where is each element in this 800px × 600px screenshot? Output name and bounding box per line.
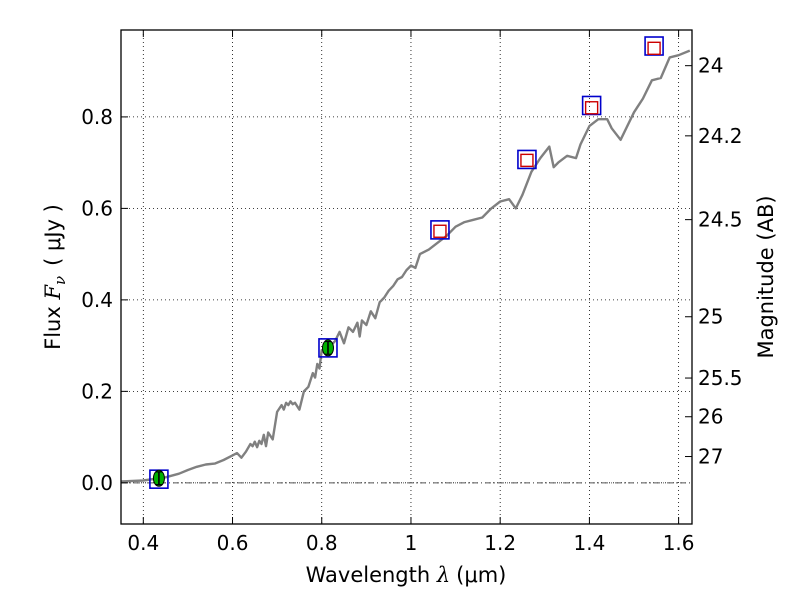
x-tick-label-0: 0.4 <box>127 531 159 555</box>
observed-photometry-point-2 <box>584 101 599 115</box>
plot-frame <box>120 29 693 525</box>
x-tick-label-2: 0.8 <box>306 531 338 555</box>
y-axis-label-subscript: ν <box>51 276 69 285</box>
grid <box>121 30 692 524</box>
observed-photometry-point-1 <box>520 153 534 168</box>
x-axis-label-prefix: Wavelength <box>306 563 437 587</box>
right-tick-label-5: 26 <box>698 405 723 429</box>
observed-photometry-point-3 <box>647 41 661 55</box>
x-tick-label-3: 1 <box>405 531 418 555</box>
x-axis-label: Wavelength λ (μm) <box>306 563 507 587</box>
x-tick-label-1: 0.6 <box>217 531 249 555</box>
y-axis-label: Flux Fν ( μJy ) <box>41 204 69 350</box>
model-photometry-point-5 <box>644 36 664 56</box>
y-axis-label-symbol: F <box>41 284 65 301</box>
x-axis-label-lambda: λ <box>436 563 450 587</box>
x-tick-label-5: 1.4 <box>573 531 605 555</box>
right-tick-label-1: 24.2 <box>698 124 743 148</box>
right-tick-label-4: 25.5 <box>698 366 743 390</box>
series-line-model-spectrum <box>120 49 691 483</box>
model-photometry-point-3 <box>517 149 537 170</box>
y-tick-label-0: 0.0 <box>81 471 113 495</box>
right-tick-label-3: 25 <box>698 305 723 329</box>
y-axis-label-prefix: Flux <box>41 300 65 350</box>
right-tick-label-0: 24 <box>698 54 723 78</box>
right-tick-label-6: 27 <box>698 445 723 469</box>
right-tick-label-2: 24.5 <box>698 208 743 232</box>
observed-photometry-point-0 <box>433 224 447 238</box>
x-axis-label-unit: (μm) <box>456 563 506 587</box>
y-tick-label-3: 0.6 <box>81 196 113 220</box>
y-axis-label-unit: ( μJy ) <box>41 204 65 266</box>
y-tick-label-2: 0.4 <box>81 288 113 312</box>
y-tick-label-1: 0.2 <box>81 379 113 403</box>
right-axis-label: Magnitude (AB) <box>754 195 778 358</box>
x-tick-label-6: 1.6 <box>663 531 695 555</box>
model-photometry-point-1 <box>318 338 338 358</box>
model-photometry-point-2 <box>430 220 450 240</box>
axis-ticks: 0.4 0.6 0.8 1 1.2 1.4 1.6 0.0 0.2 0.4 0.6 0.8 24 24.2… <box>81 30 743 555</box>
data-points <box>149 36 664 489</box>
x-tick-label-4: 1.2 <box>484 531 516 555</box>
y-tick-label-4: 0.8 <box>81 105 113 129</box>
model-photometry-point-4 <box>581 95 602 116</box>
